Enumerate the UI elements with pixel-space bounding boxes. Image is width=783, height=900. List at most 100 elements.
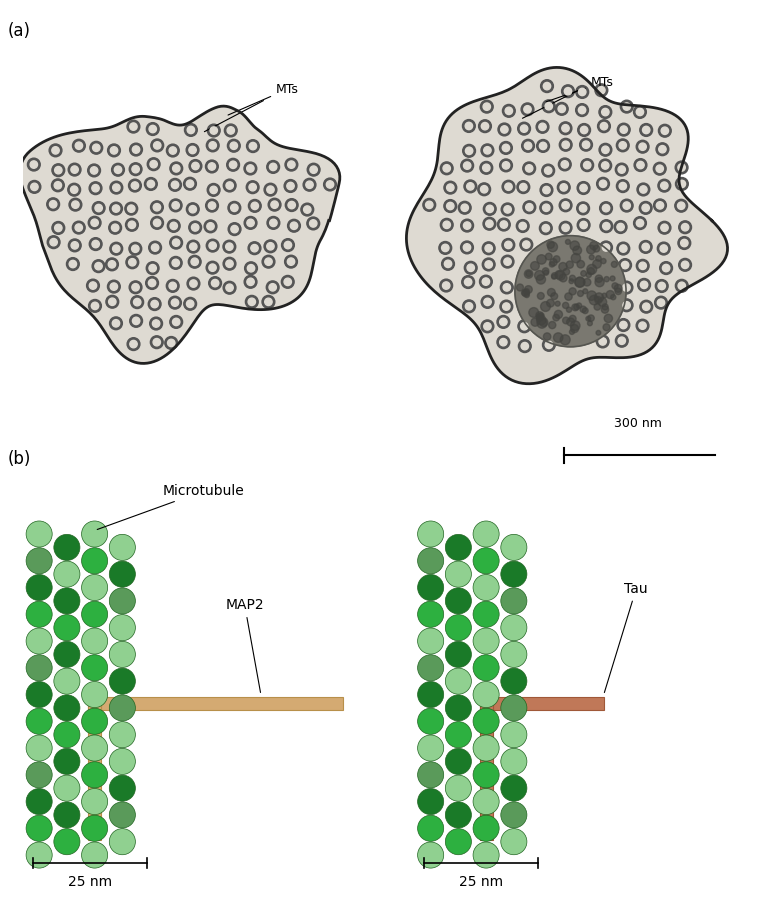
Circle shape — [446, 668, 471, 694]
Circle shape — [599, 143, 612, 157]
Circle shape — [543, 333, 551, 340]
Circle shape — [210, 186, 218, 194]
Circle shape — [110, 202, 122, 215]
Circle shape — [417, 574, 444, 600]
Circle shape — [595, 84, 608, 96]
Circle shape — [551, 274, 557, 279]
Circle shape — [187, 277, 200, 290]
Circle shape — [501, 749, 527, 775]
Circle shape — [622, 284, 630, 292]
Circle shape — [640, 281, 648, 289]
Circle shape — [586, 273, 591, 277]
Circle shape — [587, 267, 594, 274]
Circle shape — [633, 217, 647, 230]
Circle shape — [75, 142, 83, 149]
Circle shape — [602, 304, 608, 310]
Circle shape — [543, 270, 549, 275]
Circle shape — [595, 296, 602, 303]
Circle shape — [583, 308, 588, 313]
Circle shape — [210, 127, 218, 134]
Text: Tau: Tau — [604, 581, 648, 692]
Circle shape — [580, 221, 587, 229]
Circle shape — [480, 161, 493, 175]
Circle shape — [225, 124, 237, 137]
Circle shape — [583, 161, 591, 169]
Circle shape — [131, 296, 143, 309]
Circle shape — [637, 183, 650, 196]
Circle shape — [678, 282, 685, 290]
Circle shape — [130, 340, 137, 347]
Circle shape — [172, 319, 180, 326]
Circle shape — [92, 144, 100, 151]
Circle shape — [580, 306, 586, 312]
Circle shape — [464, 222, 471, 230]
Circle shape — [287, 220, 301, 232]
Circle shape — [186, 180, 193, 187]
Circle shape — [106, 258, 118, 271]
Circle shape — [547, 242, 557, 252]
Circle shape — [81, 548, 108, 574]
Circle shape — [655, 296, 667, 309]
Circle shape — [49, 144, 62, 157]
Circle shape — [52, 164, 65, 176]
Circle shape — [503, 303, 510, 310]
Circle shape — [52, 179, 64, 192]
Circle shape — [536, 121, 549, 133]
Circle shape — [676, 279, 688, 292]
Circle shape — [525, 203, 533, 211]
Circle shape — [150, 216, 164, 230]
Circle shape — [244, 262, 258, 274]
Circle shape — [446, 588, 471, 614]
Circle shape — [502, 180, 515, 194]
Text: 25 nm: 25 nm — [67, 875, 112, 888]
Circle shape — [569, 288, 576, 295]
Circle shape — [604, 314, 612, 322]
Circle shape — [501, 535, 527, 561]
Circle shape — [623, 202, 630, 210]
Circle shape — [562, 224, 569, 231]
Circle shape — [473, 815, 500, 842]
Circle shape — [503, 104, 515, 117]
Circle shape — [567, 318, 575, 326]
Circle shape — [557, 181, 570, 194]
Bar — [479, 697, 493, 710]
Circle shape — [110, 775, 135, 801]
Circle shape — [587, 291, 597, 301]
Circle shape — [226, 182, 233, 189]
Circle shape — [500, 159, 512, 172]
Circle shape — [228, 222, 241, 236]
Circle shape — [578, 291, 583, 296]
Circle shape — [555, 103, 568, 115]
Circle shape — [109, 298, 116, 305]
Circle shape — [171, 181, 179, 189]
Circle shape — [618, 337, 626, 345]
Circle shape — [465, 122, 473, 130]
Circle shape — [587, 321, 593, 326]
Circle shape — [110, 642, 135, 668]
Circle shape — [559, 274, 567, 282]
Circle shape — [26, 735, 52, 761]
Circle shape — [596, 330, 601, 335]
Circle shape — [573, 246, 582, 255]
Circle shape — [249, 142, 257, 149]
Circle shape — [310, 166, 317, 174]
Circle shape — [546, 253, 552, 260]
Circle shape — [521, 125, 528, 132]
Circle shape — [426, 202, 433, 209]
Circle shape — [266, 281, 279, 293]
Circle shape — [655, 280, 668, 292]
Circle shape — [170, 316, 182, 328]
Circle shape — [110, 588, 135, 614]
Circle shape — [52, 147, 60, 154]
Circle shape — [602, 204, 610, 212]
Circle shape — [417, 601, 444, 627]
Circle shape — [660, 245, 667, 252]
Circle shape — [304, 206, 311, 213]
Circle shape — [598, 298, 607, 306]
Circle shape — [518, 122, 531, 135]
Circle shape — [542, 164, 554, 177]
Circle shape — [593, 259, 601, 268]
Circle shape — [482, 242, 495, 255]
Circle shape — [639, 322, 646, 329]
Circle shape — [571, 325, 579, 333]
